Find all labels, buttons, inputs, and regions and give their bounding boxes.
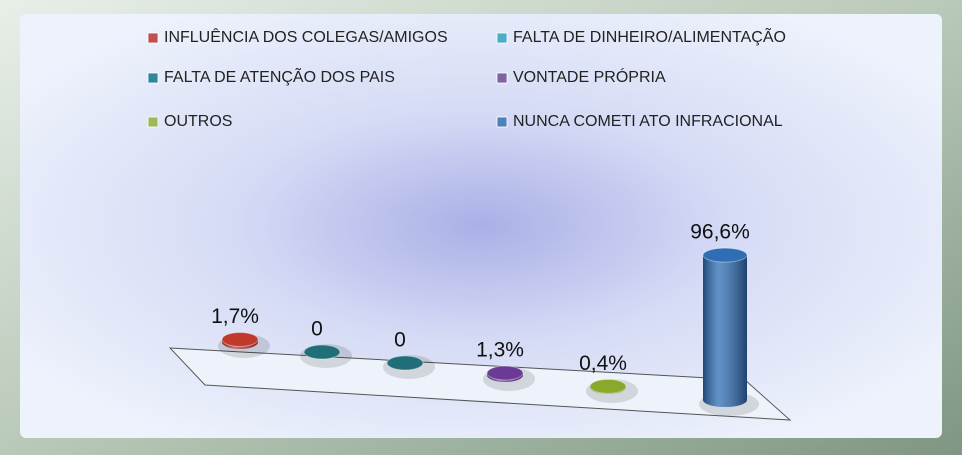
legend-swatch — [147, 32, 159, 44]
legend-swatch — [496, 116, 508, 128]
bar — [702, 247, 748, 407]
legend-swatch — [147, 72, 159, 84]
value-label: 0,4% — [579, 352, 627, 375]
value-label: 1,7% — [211, 305, 259, 328]
legend-label: INFLUÊNCIA DOS COLEGAS/AMIGOS — [164, 27, 448, 46]
legend-swatch — [496, 72, 508, 84]
legend-label: VONTADE PRÓPRIA — [513, 67, 666, 86]
bar — [589, 378, 627, 394]
legend-label: FALTA DE ATENÇÃO DOS PAIS — [164, 66, 395, 86]
bar — [386, 355, 424, 371]
legend-swatch — [496, 32, 508, 44]
value-label: 96,6% — [690, 221, 750, 244]
legend-label: FALTA DE DINHEIRO/ALIMENTAÇÃO — [513, 26, 786, 46]
value-label: 1,3% — [476, 339, 524, 362]
bar — [486, 365, 524, 382]
legend-label: NUNCA COMETI ATO INFRACIONAL — [513, 113, 783, 130]
value-label: 0 — [394, 329, 406, 352]
bar — [303, 344, 341, 360]
floor — [168, 347, 792, 421]
legend-label: OUTROS — [164, 113, 232, 130]
legend-swatch — [147, 116, 159, 128]
value-label: 0 — [311, 318, 323, 341]
bar — [221, 331, 259, 349]
